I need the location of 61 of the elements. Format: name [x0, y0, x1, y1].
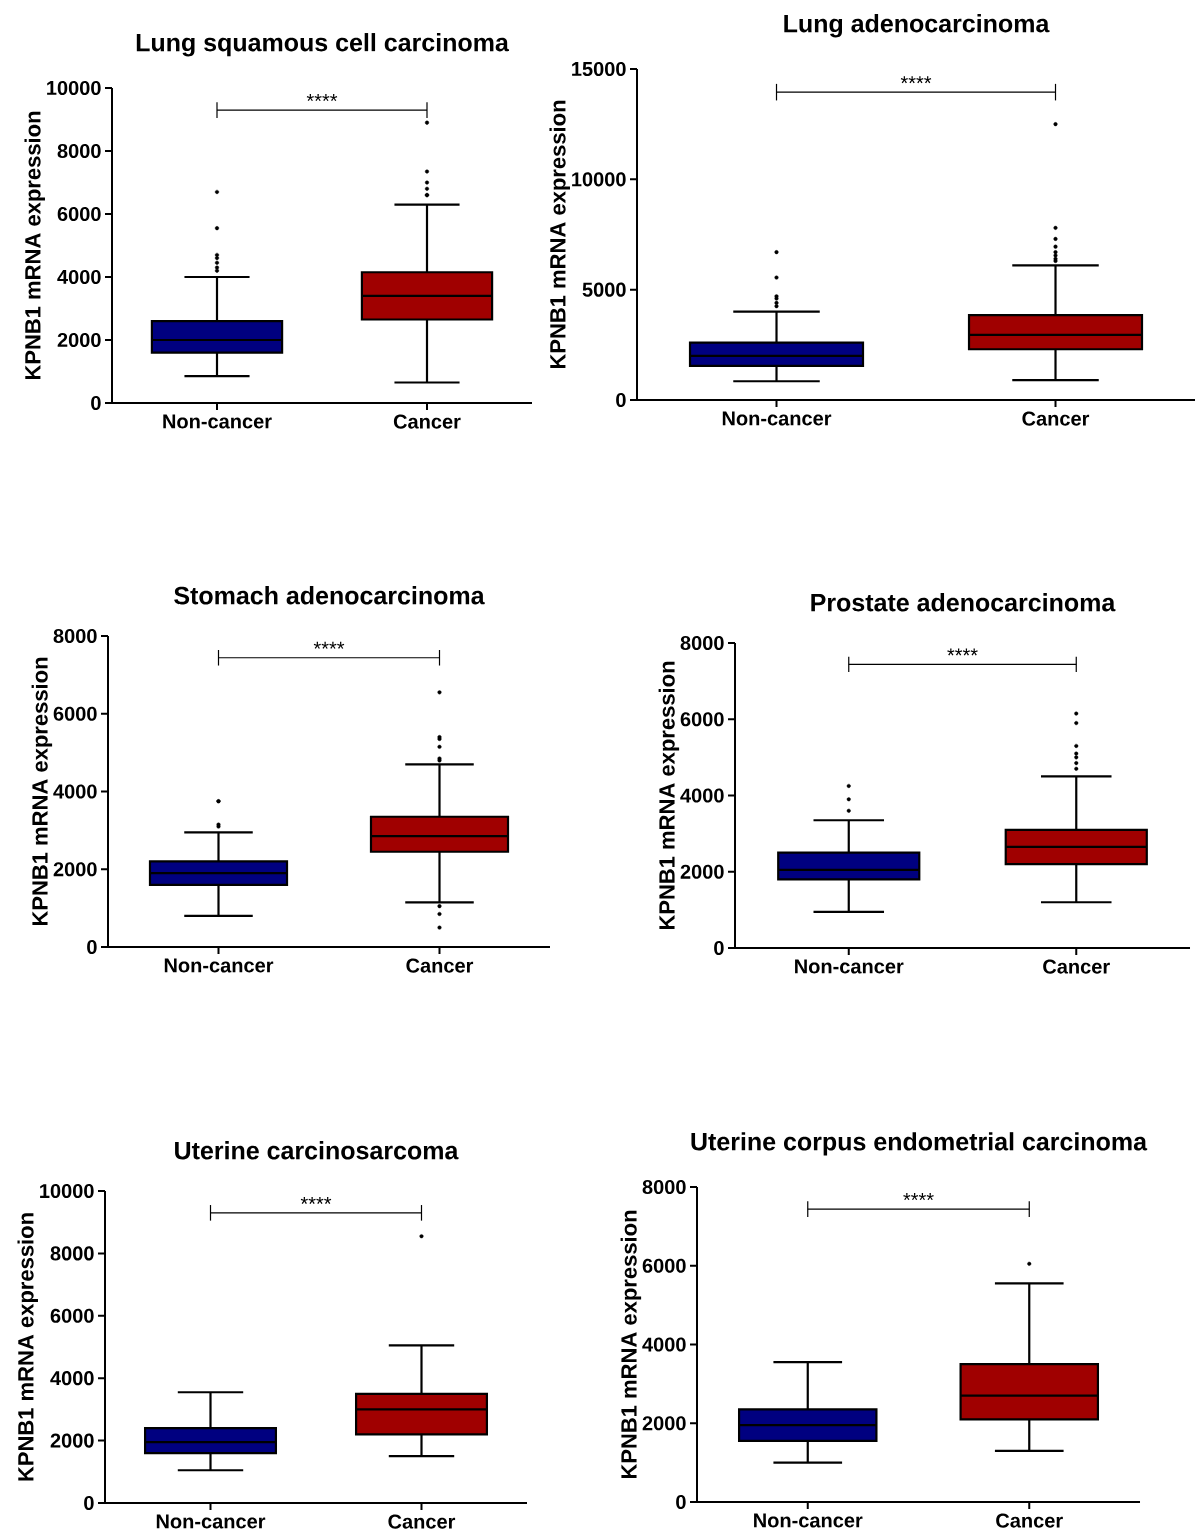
x-tick-label: Non-cancer [156, 1514, 266, 1529]
x-tick-label: Cancer [406, 958, 474, 973]
chart-title: Prostate adenocarcinoma [811, 593, 1116, 612]
y-tick-label: 2000 [50, 1433, 94, 1448]
y-tick-label: 8000 [50, 1246, 94, 1261]
annotation: **** [300, 1196, 332, 1204]
y-tick-label: 4000 [57, 269, 101, 285]
chart-title: Lung squamous cell carcinoma [136, 33, 510, 57]
y-tick-label: 10000 [40, 1183, 94, 1199]
annotation: **** [947, 648, 978, 656]
y-tick-label: 8000 [53, 628, 97, 644]
y-tick-label: 6000 [642, 1258, 686, 1273]
y-tick-label: 5000 [582, 282, 626, 297]
chart-title: Lung adenocarcinoma [784, 14, 1050, 38]
y-tick-label: 0 [87, 939, 97, 955]
y-tick-label: 0 [714, 940, 724, 956]
y-tick-label: 0 [91, 395, 101, 411]
y-tick-label: 4000 [53, 784, 97, 799]
y-tick-label: 10000 [572, 172, 626, 187]
annotation: **** [903, 1193, 934, 1201]
y-tick-label: 0 [676, 1494, 686, 1510]
y-tick-label: 4000 [642, 1337, 686, 1352]
y-tick-label: 6000 [50, 1308, 94, 1323]
y-axis-title: KPNB1 mRNA expression [24, 111, 45, 380]
y-tick-label: 15000 [572, 61, 626, 77]
y-axis-title: KPNB1 mRNA expression [17, 1213, 38, 1481]
y-tick-label: 2000 [57, 332, 101, 348]
annotation: **** [900, 76, 932, 84]
y-tick-label: 8000 [680, 635, 724, 651]
x-tick-label: Cancer [1043, 959, 1110, 974]
y-axis-title: KPNB1 mRNA expression [658, 661, 680, 930]
y-tick-label: 2000 [53, 862, 97, 877]
x-tick-label: Non-cancer [163, 414, 272, 429]
y-tick-label: 6000 [57, 206, 101, 222]
x-tick-label: Non-cancer [754, 1513, 863, 1528]
chart-title: Stomach adenocarcinoma [174, 586, 485, 605]
x-tick-label: Non-cancer [164, 958, 274, 973]
y-tick-label: 0 [616, 392, 626, 408]
y-tick-label: 2000 [680, 864, 724, 879]
y-axis-title: KPNB1 mRNA expression [549, 100, 570, 369]
chart-title: Uterine corpus endometrial carcinoma [691, 1132, 1148, 1156]
y-axis-title: KPNB1 mRNA expression [31, 657, 53, 926]
y-tick-label: 8000 [57, 143, 101, 159]
y-tick-label: 8000 [642, 1179, 686, 1195]
annotation: **** [313, 641, 345, 649]
y-tick-label: 2000 [642, 1416, 686, 1431]
y-tick-label: 6000 [680, 712, 724, 727]
x-tick-label: Cancer [393, 414, 461, 429]
y-axis-title: KPNB1 mRNA expression [620, 1210, 642, 1479]
x-tick-label: Non-cancer [795, 959, 904, 974]
y-tick-label: 0 [84, 1495, 94, 1511]
x-tick-label: Cancer [1022, 411, 1090, 426]
x-tick-label: Cancer [388, 1514, 456, 1529]
x-tick-label: Non-cancer [722, 411, 832, 426]
y-tick-label: 6000 [53, 706, 97, 721]
annotation: **** [306, 94, 338, 102]
chart-title: Uterine carcinosarcoma [175, 1141, 459, 1160]
x-tick-label: Cancer [996, 1513, 1063, 1528]
y-tick-label: 4000 [680, 788, 724, 803]
y-tick-label: 4000 [50, 1371, 94, 1386]
y-tick-label: 10000 [47, 80, 101, 96]
